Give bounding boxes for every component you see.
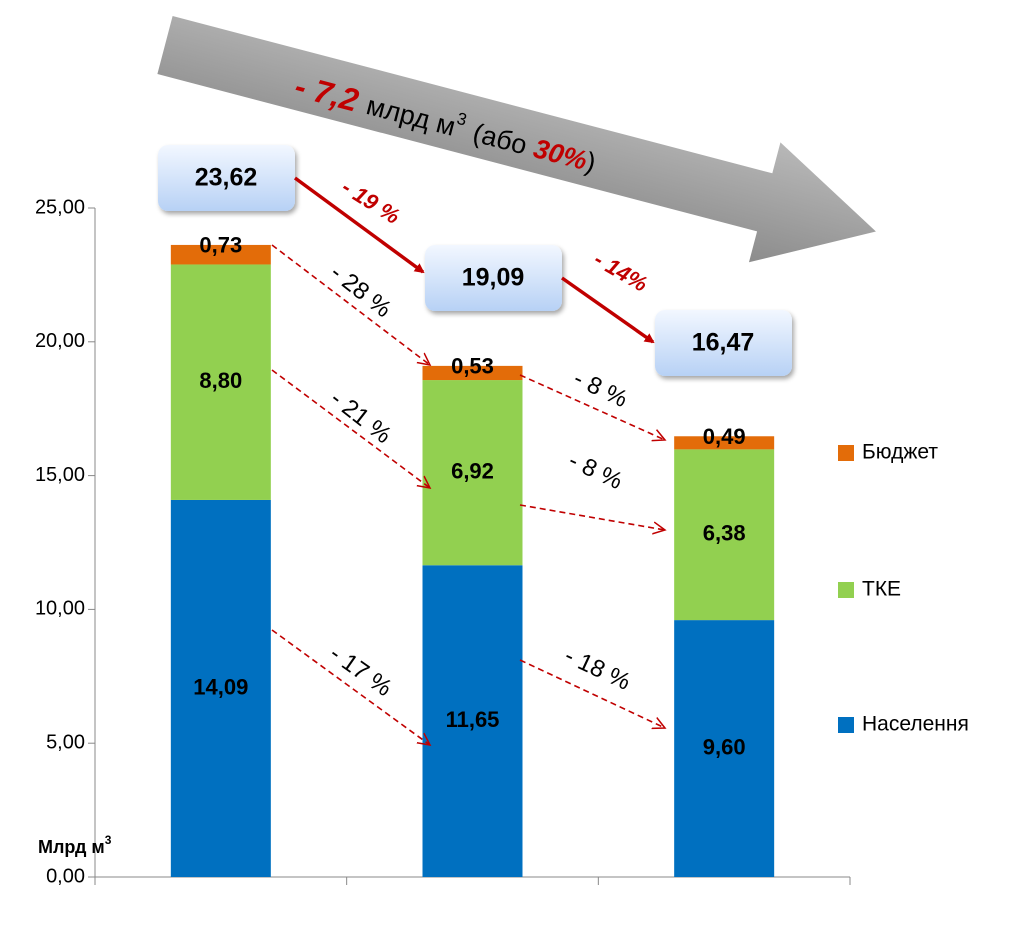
bar-segment bbox=[170, 244, 271, 265]
change-label: - 21 % bbox=[325, 385, 396, 449]
value-label: 0,49 bbox=[703, 424, 746, 449]
bar-segment bbox=[674, 620, 775, 877]
total-label: 16,47 bbox=[692, 329, 755, 357]
value-label: 8,80 bbox=[199, 368, 242, 393]
value-label: 14,09 bbox=[193, 674, 248, 699]
total-box bbox=[158, 145, 295, 211]
bar-segment bbox=[674, 436, 775, 450]
change-label: - 8 % bbox=[564, 447, 626, 495]
y-axis-unit: Млрд м3 bbox=[38, 833, 112, 857]
legend-swatch bbox=[838, 445, 854, 461]
legend-label: Населення bbox=[862, 713, 969, 736]
change-arrow-dashed bbox=[519, 374, 665, 440]
legend-label: Бюджет bbox=[862, 441, 938, 464]
bar-segment bbox=[422, 565, 523, 877]
total-box bbox=[655, 310, 792, 376]
value-label: 9,60 bbox=[703, 734, 746, 759]
change-label: - 17 % bbox=[325, 640, 397, 702]
legend-swatch bbox=[838, 717, 854, 733]
y-tick-label: 10,00 bbox=[35, 598, 85, 620]
total-label: 23,62 bbox=[195, 164, 258, 192]
change-arrow-dashed bbox=[519, 504, 665, 530]
unit-text: Млрд м bbox=[38, 837, 105, 857]
change-arrow-dashed bbox=[271, 244, 430, 365]
legend-label: ТКЕ bbox=[862, 578, 901, 601]
y-tick-label: 20,00 bbox=[35, 330, 85, 352]
change-arrow-dashed bbox=[271, 629, 430, 745]
y-tick-label: 15,00 bbox=[35, 464, 85, 486]
change-arrow-dashed bbox=[271, 369, 430, 488]
total-box bbox=[425, 245, 562, 311]
bar-segment bbox=[674, 449, 775, 621]
y-tick-label: 25,00 bbox=[35, 196, 85, 218]
value-label: 0,73 bbox=[199, 233, 242, 258]
legend-swatch bbox=[838, 582, 854, 598]
y-tick-label: 5,00 bbox=[46, 731, 85, 753]
change-label: - 14% bbox=[590, 246, 652, 296]
bar-segment bbox=[170, 499, 271, 877]
bar-segment bbox=[170, 264, 271, 500]
bar-segment bbox=[422, 365, 523, 381]
trend-arrow bbox=[157, 15, 876, 263]
change-label: - 19 % bbox=[337, 174, 404, 229]
change-label: - 28 % bbox=[325, 259, 396, 323]
change-arrow bbox=[293, 176, 425, 274]
trend-text-part: 3 bbox=[455, 109, 469, 130]
change-arrow-dashed bbox=[519, 659, 665, 728]
total-label: 19,09 bbox=[462, 264, 525, 292]
change-label: - 18 % bbox=[560, 642, 634, 696]
value-label: 0,53 bbox=[451, 354, 494, 379]
unit-sup: 3 bbox=[105, 833, 112, 847]
change-label: - 8 % bbox=[569, 365, 631, 413]
value-label: 6,38 bbox=[703, 521, 746, 546]
y-tick-label: 0,00 bbox=[46, 865, 85, 887]
change-arrow bbox=[560, 276, 655, 344]
bar-segment bbox=[422, 380, 523, 566]
value-label: 11,65 bbox=[446, 707, 500, 732]
value-label: 6,92 bbox=[451, 458, 494, 483]
